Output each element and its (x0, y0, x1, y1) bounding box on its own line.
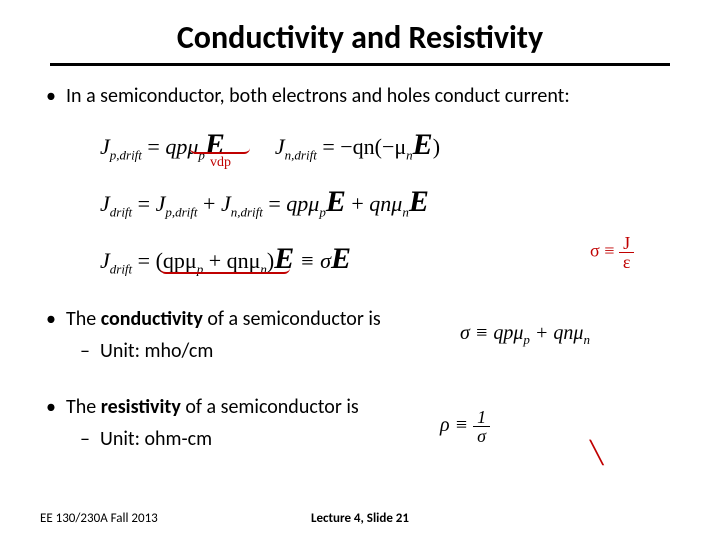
eq-jn-drift: Jn,drift = −qn(−μnE) (275, 116, 440, 173)
annot-sigma-frac: σ ≡ Jε (590, 234, 634, 271)
rho-definition: ρ ≡ 1σ (440, 408, 490, 445)
footer-left: EE 130/230A Fall 2013 (40, 511, 158, 526)
eq-jp-drift: Jp,drift = qpμpE (100, 116, 225, 173)
annot-underline-2 (160, 268, 290, 274)
bullet-3: The resistivity of a semiconductor is (40, 395, 680, 419)
annot-vdp: vdp (210, 155, 231, 171)
eq-jdrift-sigma: Jdrift = (qpμp + qnμn)E ≡ σE (100, 230, 351, 287)
title-underline (50, 63, 670, 66)
annot-slash: ╲ (590, 440, 603, 466)
annot-underline-1 (190, 148, 250, 154)
eq-jdrift-sum: Jdrift = Jp,drift + Jn,drift = qpμpE + q… (100, 173, 429, 230)
sub-bullet-3: Unit: ohm-cm (40, 427, 680, 451)
sigma-definition: σ ≡ qpμp + qnμn (460, 322, 590, 348)
slide-title: Conductivity and Resistivity (40, 18, 680, 57)
footer-center: Lecture 4, Slide 21 (311, 511, 409, 526)
bullet-1: In a semiconductor, both electrons and h… (40, 84, 680, 108)
slide-footer: EE 130/230A Fall 2013 Lecture 4, Slide 2… (40, 511, 680, 526)
